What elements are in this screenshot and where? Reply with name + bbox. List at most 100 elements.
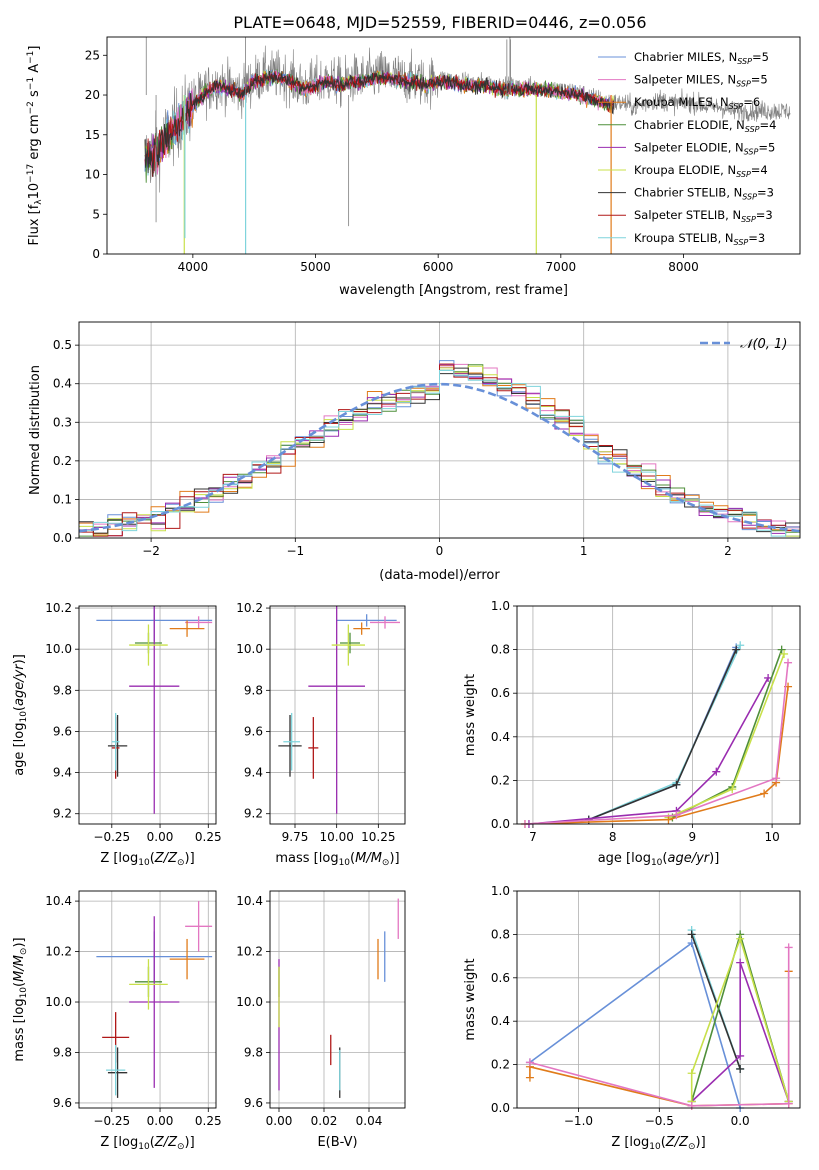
residual-histogram-panel: −2 −1 0 1 2 0.0 0.1 0.2 0.3 0.4 0.5 𝒩(0, 1) (data-mo… xyxy=(28,321,801,583)
axes-frame xyxy=(78,321,801,539)
age-vs-metallicity-panel: −0.25 0.00 0.25 9.2 9.4 9.6 9.8 10.0 10.2 Z [log1… xyxy=(12,601,222,868)
legend-entry-label: Chabrier ELODIE, NSSP=4 xyxy=(634,118,776,134)
weight-point-marker xyxy=(525,1058,534,1067)
y-tick-label: 0.0 xyxy=(491,1101,510,1115)
x-tick-label: −0.5 xyxy=(645,1114,674,1128)
model-spectrum-line xyxy=(144,70,615,177)
x-tick-label: 8000 xyxy=(668,260,699,274)
y-tick-label: 0.1 xyxy=(53,492,72,506)
x-tick-label: 0.25 xyxy=(195,830,222,844)
weight-point-marker xyxy=(664,815,673,824)
histogram-step-line xyxy=(79,370,800,537)
x-tick-label: 0.25 xyxy=(195,1114,222,1128)
spectrum-panel: 4000 5000 6000 7000 8000 0 5 10 15 20 25 wavelength… xyxy=(26,36,801,298)
mass-vs-metallicity-panel: −0.25 0.00 0.25 9.6 9.8 10.0 10.2 10.4 Z [log10(… xyxy=(12,890,222,1152)
y-tick-label: 10.2 xyxy=(236,601,263,615)
weight-point-marker xyxy=(672,811,681,820)
y-tick-label: 0.0 xyxy=(491,817,510,831)
weight-point-marker xyxy=(736,958,745,967)
y-tick-label: 9.8 xyxy=(244,1045,263,1059)
x-tick-label: 0.00 xyxy=(147,830,174,844)
age-vs-mass-panel: 9.75 10.00 10.25 9.2 9.4 9.6 9.8 10.0 10.2 mass [… xyxy=(236,601,406,868)
y-tick-label: 0.5 xyxy=(53,338,72,352)
y-tick-label: 0.8 xyxy=(491,927,510,941)
x-tick-label: 7 xyxy=(529,830,537,844)
weight-series-line xyxy=(524,662,789,824)
y-axis-label: age [log10(age/yr)] xyxy=(12,654,29,776)
weight-series-line xyxy=(690,934,741,1070)
y-tick-label: 20 xyxy=(85,88,100,102)
y-tick-label: 0.4 xyxy=(53,377,72,391)
axes-frame xyxy=(78,890,217,1109)
axes-frame xyxy=(516,605,801,825)
y-axis-label: Flux [fλ10−17 erg cm−2 s−1 A−1] xyxy=(26,46,44,246)
y-tick-label: 10.4 xyxy=(45,894,72,908)
y-tick-label: 9.8 xyxy=(244,683,263,697)
y-tick-label: 25 xyxy=(85,48,100,62)
x-tick-label: −0.25 xyxy=(93,830,130,844)
axes-frame xyxy=(516,890,801,1109)
x-tick-label: 5000 xyxy=(300,260,331,274)
weight-series-line xyxy=(528,677,769,824)
legend-entry-label: Salpeter MILES, NSSP=5 xyxy=(634,73,768,89)
x-tick-label: 0.00 xyxy=(266,1114,293,1128)
figure-title: PLATE=0648, MJD=52559, FIBERID=0446, z=0… xyxy=(233,13,646,32)
x-tick-label: 4000 xyxy=(178,260,209,274)
x-tick-label: 9.75 xyxy=(282,830,309,844)
y-tick-label: 9.6 xyxy=(53,1096,72,1110)
y-tick-label: 9.6 xyxy=(53,724,72,738)
x-tick-label: 0.00 xyxy=(147,1114,174,1128)
y-axis-label: mass [log10(M/M⊙)] xyxy=(12,937,29,1061)
weight-point-marker xyxy=(736,641,745,650)
x-tick-label: −0.25 xyxy=(93,1114,130,1128)
legend-entry-label: Chabrier STELIB, NSSP=3 xyxy=(634,186,774,202)
x-tick-label: 0.04 xyxy=(356,1114,383,1128)
weight-series-line xyxy=(529,947,790,1107)
weight-point-marker xyxy=(687,930,696,939)
legend-entry-label: Kroupa ELODIE, NSSP=4 xyxy=(634,163,768,179)
legend-entry-label: Salpeter STELIB, NSSP=3 xyxy=(634,208,773,224)
y-tick-label: 0.2 xyxy=(491,1058,510,1072)
weight-point-marker xyxy=(780,649,789,658)
y-tick-label: 9.6 xyxy=(244,724,263,738)
x-tick-label: 8 xyxy=(609,830,617,844)
legend-entry-label: Salpeter ELODIE, NSSP=5 xyxy=(634,140,775,156)
x-tick-label: 1 xyxy=(580,544,588,558)
y-tick-label: 10.2 xyxy=(45,601,72,615)
x-tick-label: 0.0 xyxy=(731,1114,750,1128)
x-tick-label: −1 xyxy=(286,544,304,558)
y-tick-label: 9.4 xyxy=(244,766,263,780)
y-tick-label: 0.3 xyxy=(53,415,72,429)
axes-frame xyxy=(269,890,406,1109)
y-tick-label: 0.6 xyxy=(491,686,510,700)
x-axis-label: Z [log10(Z/Z⊙)] xyxy=(100,851,194,868)
weight-series-line xyxy=(690,936,790,1102)
y-tick-label: 5 xyxy=(92,207,100,221)
x-tick-label: 6000 xyxy=(423,260,454,274)
x-tick-label: −2 xyxy=(142,544,160,558)
weight-point-marker xyxy=(672,780,681,789)
weight-series-line xyxy=(691,962,790,1103)
weight-point-marker xyxy=(712,767,721,776)
mass-vs-extinction-panel: 0.00 0.02 0.04 9.6 9.8 10.0 10.2 10.4 E(B-V) xyxy=(236,890,406,1150)
x-axis-label: Z [log10(Z/Z⊙)] xyxy=(611,1135,705,1152)
legend-entry-label: Kroupa MILES, NSSP=6 xyxy=(634,95,760,111)
y-tick-label: 0.0 xyxy=(53,531,72,545)
y-tick-label: 10 xyxy=(85,168,100,182)
y-tick-label: 10.0 xyxy=(45,995,72,1009)
x-axis-label: Z [log10(Z/Z⊙)] xyxy=(100,1135,194,1152)
x-tick-label: 9 xyxy=(689,830,697,844)
x-axis-label: mass [log10(M/M⊙)] xyxy=(275,851,399,868)
y-tick-label: 10.2 xyxy=(236,945,263,959)
y-tick-label: 10.0 xyxy=(236,642,263,656)
legend-entry-label: Chabrier MILES, NSSP=5 xyxy=(634,50,769,66)
weight-point-marker xyxy=(732,645,741,654)
y-tick-label: 0.4 xyxy=(491,730,510,744)
y-tick-label: 15 xyxy=(85,128,100,142)
weight-point-marker xyxy=(784,658,793,667)
legend-entry-label: 𝒩(0, 1) xyxy=(740,337,787,352)
y-tick-label: 9.6 xyxy=(244,1096,263,1110)
weight-vs-age-panel: 7 8 9 10 0.0 0.2 0.4 0.6 0.8 1.0 age [log10(age/yr… xyxy=(463,599,801,868)
